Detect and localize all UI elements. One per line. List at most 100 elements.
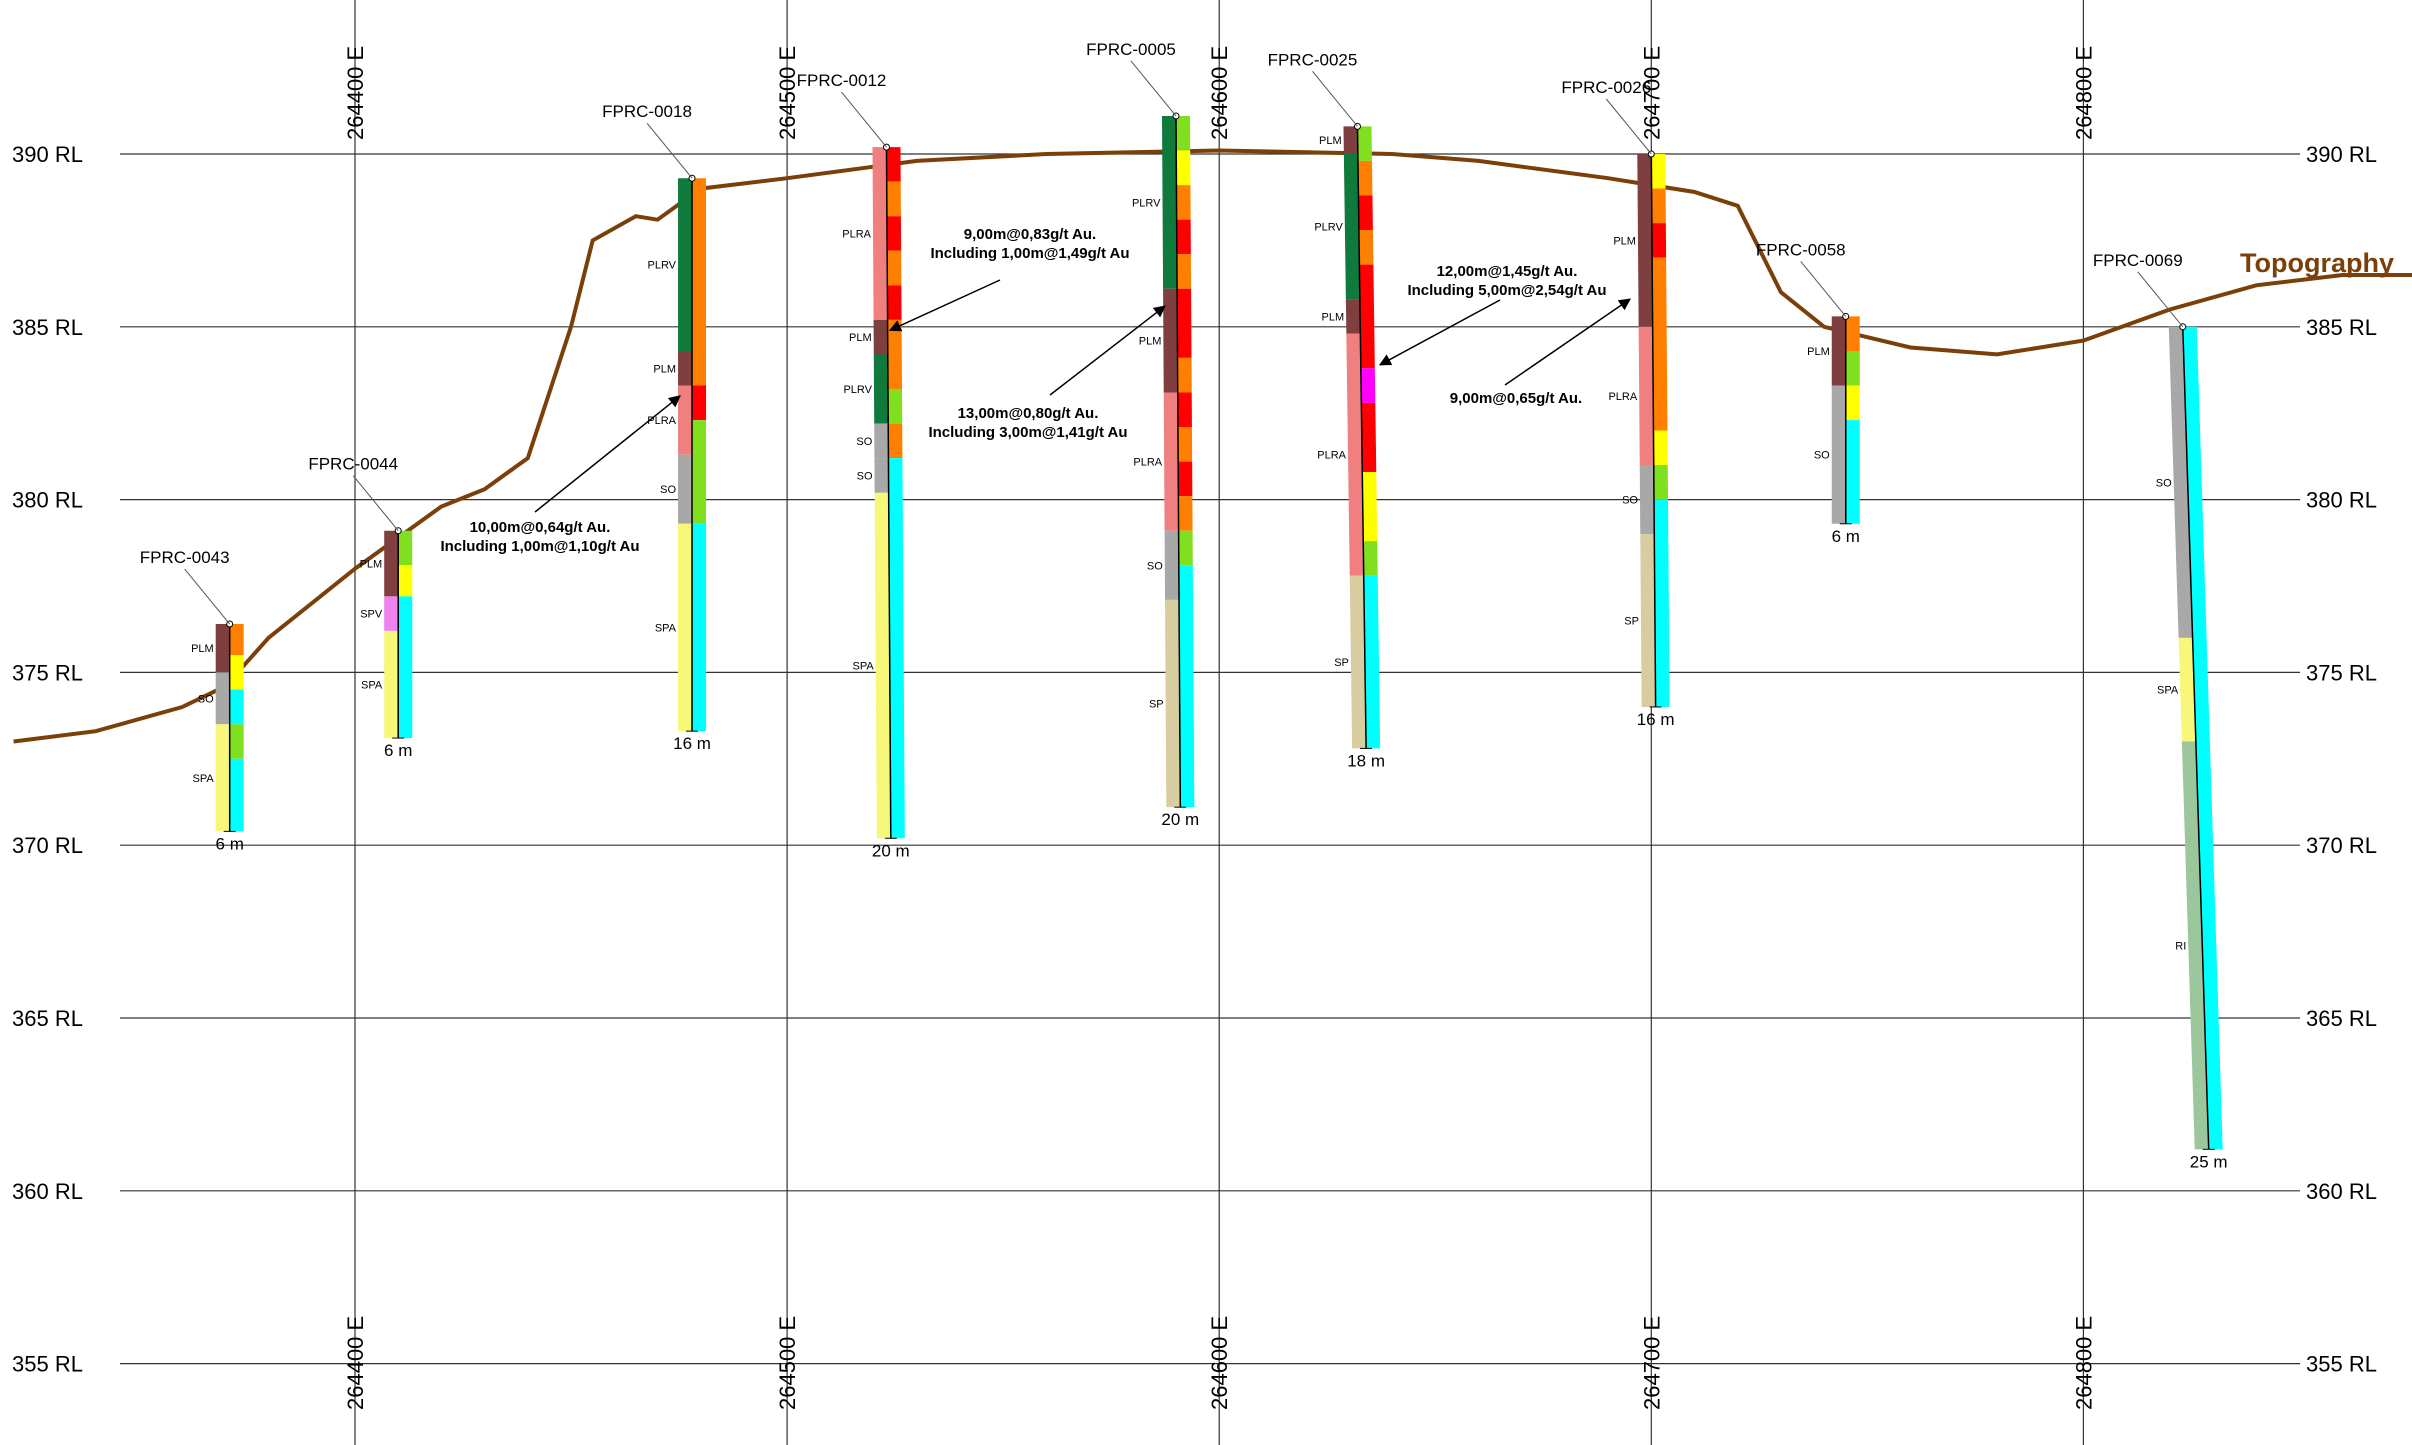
litho-interval	[678, 454, 693, 524]
litho-interval	[2168, 326, 2193, 638]
assay-interval	[1363, 541, 1378, 576]
intercept-annotations: 10,00m@0,64g/t Au. Including 1,00m@1,10g/…	[440, 226, 1631, 555]
litho-code-label: SPA	[192, 773, 214, 785]
assay-interval	[1651, 188, 1666, 224]
easting-label-top: 264700 E	[1639, 46, 1664, 140]
hole-id-leader	[646, 122, 693, 179]
assay-interval	[1845, 385, 1860, 421]
assay-interval	[1178, 461, 1193, 497]
hole-id-label: FPRC-0012	[797, 71, 887, 90]
drill-hole-fprc-0018: PLRV PLM PLRA SO SPA 16 m FPRC-0018	[602, 102, 711, 753]
litho-code-label: SO	[1147, 560, 1163, 572]
assay-interval	[1178, 496, 1193, 531]
easting-label-bottom: 264800 E	[2071, 1316, 2096, 1410]
litho-interval	[1161, 115, 1178, 289]
litho-interval	[1165, 599, 1181, 808]
litho-interval	[1639, 465, 1655, 535]
intercept-line1: 10,00m@0,64g/t Au.	[470, 519, 611, 536]
intercept-line2: Including 5,00m@2,54g/t Au	[1407, 282, 1606, 299]
litho-interval	[873, 319, 888, 355]
litho-code-label: RI	[2175, 940, 2186, 952]
assay-interval	[1845, 316, 1860, 351]
litho-interval	[1640, 534, 1656, 707]
rl-label-left: 375 RL	[12, 660, 83, 685]
litho-code-label: SP	[1149, 699, 1164, 711]
litho-code-label: SO	[856, 436, 872, 448]
rl-label-right: 380 RL	[2306, 488, 2377, 513]
assay-interval	[1363, 575, 1381, 749]
assay-interval	[1176, 150, 1191, 186]
rl-label-right: 355 RL	[2306, 1352, 2377, 1377]
easting-label-bottom: 264500 E	[775, 1316, 800, 1410]
rl-label-right: 390 RL	[2306, 142, 2377, 167]
assay-interval	[1177, 427, 1193, 462]
litho-interval	[1831, 385, 1846, 524]
assay-interval	[888, 458, 905, 839]
litho-code-label: PLM	[1613, 235, 1636, 247]
assay-interval	[1178, 530, 1193, 566]
intercept-arrow	[534, 395, 681, 513]
easting-label-bottom: 264400 E	[343, 1316, 368, 1410]
litho-interval	[384, 630, 399, 739]
litho-interval	[678, 178, 693, 351]
litho-code-label: PLRV	[647, 260, 676, 272]
drill-hole-fprc-0012: PLRA PLM PLRV SO SO SPA 20 m FPRC-0012	[797, 71, 910, 860]
hole-id-label: FPRC-0025	[1268, 50, 1358, 69]
depth-label: 20 m	[1161, 810, 1199, 829]
assay-interval	[1359, 264, 1375, 369]
assay-interval	[887, 319, 902, 390]
assay-interval	[887, 389, 903, 424]
drill-hole-fprc-0069: SO SPA RI 25 m FPRC-0069	[2093, 251, 2228, 1172]
assay-interval	[229, 624, 244, 656]
rl-label-left: 390 RL	[12, 142, 83, 167]
litho-interval	[215, 624, 230, 673]
assay-interval	[1362, 471, 1378, 542]
topography-layer: Topography	[13, 148, 2412, 744]
litho-code-label: SO	[1814, 450, 1830, 462]
litho-code-label: SPA	[853, 660, 875, 672]
litho-interval	[1831, 316, 1846, 386]
hole-id-leader	[1130, 60, 1177, 117]
litho-interval	[1345, 299, 1361, 334]
litho-code-label: SPV	[360, 609, 383, 621]
drill-hole-fprc-0025: PLM PLRV PLM PLRA SP 18 m FPRC-0025	[1268, 50, 1385, 770]
depth-label: 6 m	[1832, 527, 1860, 546]
hole-trace	[2182, 326, 2210, 1150]
depth-label: 6 m	[384, 741, 412, 760]
litho-interval	[1638, 326, 1654, 466]
assay-interval	[1176, 219, 1191, 255]
intercept-fprc-0012: 9,00m@0,83g/t Au. Including 1,00m@1,49g/t…	[888, 226, 1130, 332]
hole-trace	[885, 147, 892, 839]
assay-interval	[1361, 402, 1377, 472]
assay-interval	[1176, 254, 1192, 289]
assay-interval	[1357, 160, 1373, 196]
litho-code-label: SO	[660, 484, 676, 496]
hole-id-leader	[184, 568, 231, 625]
assay-interval	[1845, 350, 1860, 386]
assay-interval	[888, 423, 903, 459]
hole-id-leader	[1800, 261, 1847, 317]
rl-label-left: 370 RL	[12, 833, 83, 858]
assay-interval	[886, 216, 902, 251]
rl-label-right: 375 RL	[2306, 660, 2377, 685]
rl-label-left: 385 RL	[12, 315, 83, 340]
assay-interval	[1178, 565, 1195, 808]
litho-code-label: PLRA	[647, 415, 676, 427]
litho-interval	[2178, 637, 2196, 742]
assay-interval	[1845, 420, 1860, 524]
intercept-arrow	[1504, 298, 1631, 386]
assay-interval	[1358, 230, 1374, 265]
assay-interval	[1653, 465, 1669, 500]
intercept-fprc-0005: 13,00m@0,80g/t Au. Including 3,00m@1,41g/…	[928, 305, 1166, 441]
litho-code-label: SPA	[361, 679, 383, 691]
depth-label: 16 m	[673, 734, 711, 753]
assay-interval	[229, 689, 244, 725]
rl-label-left: 365 RL	[12, 1006, 83, 1031]
litho-code-label: SPA	[655, 622, 677, 634]
assay-interval	[398, 565, 413, 597]
litho-code-label: SO	[198, 693, 214, 705]
assay-interval	[229, 655, 244, 690]
intercept-arrow	[1378, 299, 1501, 366]
litho-interval	[678, 350, 693, 386]
rl-label-left: 355 RL	[12, 1352, 83, 1377]
